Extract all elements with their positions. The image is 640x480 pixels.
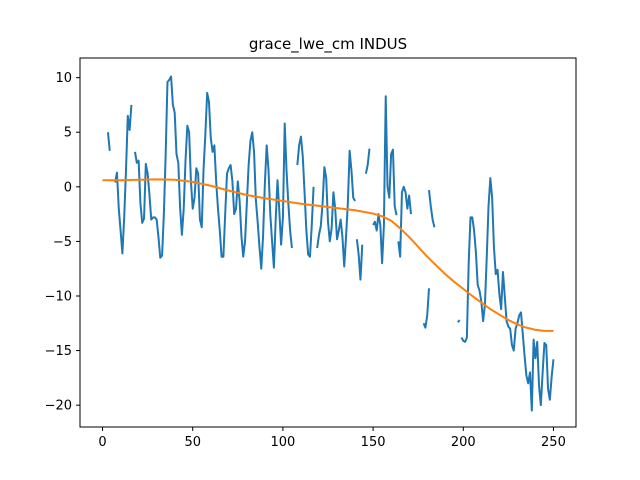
y-tick-label: −15 [45, 344, 72, 359]
series-line-2 [102, 178, 554, 332]
y-tick-label: 10 [55, 71, 72, 86]
x-tick-label: 0 [98, 435, 106, 450]
y-tick-label: −5 [53, 235, 72, 250]
series-layer [102, 75, 555, 412]
plot-frame [79, 57, 577, 428]
x-tick-label: 100 [270, 435, 295, 450]
chart-title: grace_lwe_cm INDUS [249, 35, 407, 54]
y-tick-label: 5 [64, 126, 72, 141]
axes-layer: 0 50 100 150 200 250 −20 −15 −10 −5 0 5 10 [45, 57, 577, 450]
series-line-1 [106, 75, 555, 412]
y-tick-label: −10 [45, 289, 72, 304]
x-tick-label: 200 [451, 435, 476, 450]
x-tick-label: 150 [361, 435, 386, 450]
y-tick-label: −20 [45, 399, 72, 414]
x-tick-label: 50 [184, 435, 201, 450]
y-tick-label: 0 [64, 180, 72, 195]
x-tick-label: 250 [541, 435, 566, 450]
